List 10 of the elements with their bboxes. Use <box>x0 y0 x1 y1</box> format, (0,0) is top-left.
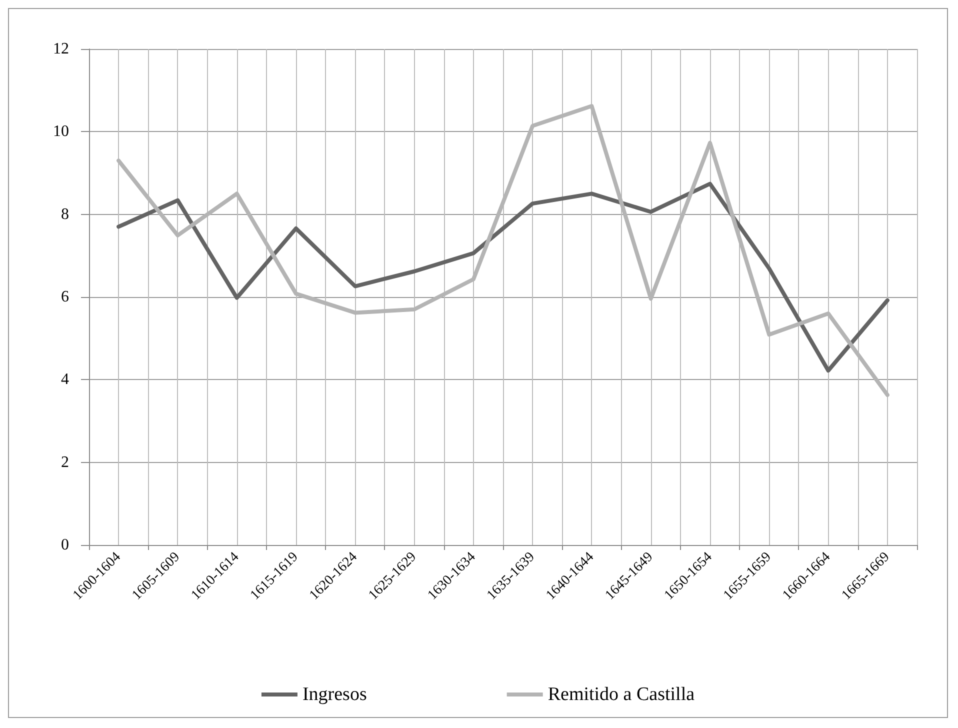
y-tick-label: 0 <box>61 536 69 554</box>
legend-label: Ingresos <box>302 684 367 705</box>
line-series <box>116 182 890 373</box>
legend-label: Remitido a Castilla <box>548 684 696 705</box>
y-tick-label: 12 <box>53 40 69 58</box>
y-tick-label: 10 <box>53 123 69 140</box>
y-tick-label: 8 <box>61 206 69 223</box>
y-tick-label: 6 <box>61 288 69 306</box>
y-tick-label: 2 <box>61 454 69 471</box>
y-tick-label: 4 <box>61 371 69 388</box>
